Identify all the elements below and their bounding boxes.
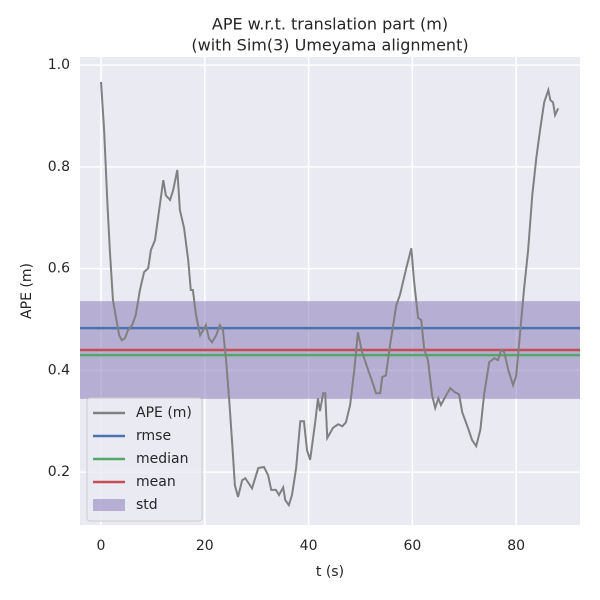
legend-label: rmse [136,428,171,444]
x-tick-label: 40 [300,538,318,554]
x-tick-label: 60 [403,538,421,554]
x-tick-label: 0 [97,538,106,554]
legend-swatch [93,499,125,511]
y-tick-label: 0.6 [48,261,70,277]
legend-label: mean [136,474,176,490]
y-tick-label: 1.0 [48,57,70,73]
data-line [100,81,560,508]
y-tick-label: 0.2 [48,464,70,480]
x-tick-label: 80 [507,538,525,554]
y-tick-label: 0.4 [48,362,70,378]
legend-label: std [136,497,158,513]
legend-label: median [136,451,188,467]
x-axis-label: t (s) [316,564,344,580]
y-axis-label: APE (m) [19,263,35,319]
chart-subtitle: (with Sim(3) Umeyama alignment) [191,36,468,55]
legend-label: APE (m) [136,405,192,421]
x-tick-label: 20 [196,538,214,554]
chart-title: APE w.r.t. translation part (m) [212,15,448,34]
y-tick-label: 0.8 [48,159,70,175]
legend-box [86,397,203,522]
